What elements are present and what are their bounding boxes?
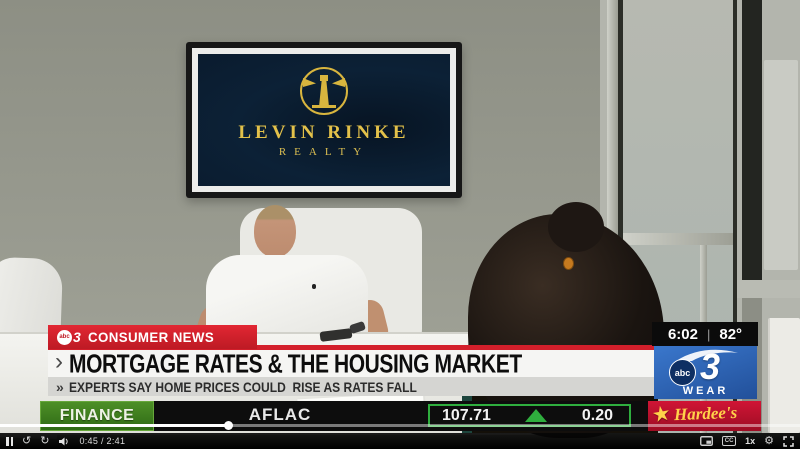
tv-brand-sub: REALTY [278, 146, 370, 158]
tv-mat: LEVIN RINKE REALTY [192, 48, 456, 192]
double-chevron-icon: » [56, 378, 64, 395]
abc-circle-icon: abc [669, 359, 696, 386]
glass-mullion [618, 0, 623, 433]
stock-change: 0.20 [581, 406, 613, 424]
temperature: 82° [719, 325, 743, 343]
speaker-icon [59, 437, 69, 445]
fullscreen-button[interactable] [783, 435, 794, 447]
pause-button[interactable] [6, 436, 13, 446]
interviewer-hair [468, 214, 664, 438]
glass-reflection [764, 60, 798, 270]
door [768, 318, 800, 433]
lighthouse-icon [300, 67, 348, 115]
interviewer-hair-bun [548, 202, 604, 252]
station-call-sign: WEAR [682, 385, 729, 397]
banner-label: CONSUMER NEWS [87, 329, 214, 345]
elapsed-time: 0:45 / 2:41 [79, 436, 126, 446]
glass-mullion [607, 0, 618, 433]
miniplayer-button[interactable] [700, 436, 714, 446]
chevron-icon: › [55, 348, 63, 375]
glass-mullion [623, 233, 737, 245]
subheadline-bar: » EXPERTS SAY HOME PRICES COULD RISE AS … [48, 377, 720, 396]
progress-played [0, 424, 228, 427]
forward-button[interactable]: ↻ [40, 434, 50, 447]
time-temp-box: 6:02 | 82° [652, 322, 758, 346]
earring [563, 257, 574, 270]
abc-logo-icon: abc [57, 329, 72, 345]
captions-button[interactable]: CC [722, 436, 737, 446]
stock-quote-box: 107.71 0.20 [428, 404, 631, 427]
rewind-button[interactable]: ↺ [22, 434, 32, 447]
progress-bar[interactable] [0, 421, 800, 430]
sponsor-hardees: ★ Hardee's [648, 401, 761, 431]
tv-screen: LEVIN RINKE REALTY [198, 54, 450, 186]
tv-brand-name: LEVIN RINKE [238, 122, 410, 143]
consumer-news-banner: abc 3 CONSUMER NEWS [48, 325, 257, 349]
fullscreen-icon [783, 435, 794, 447]
headline-text: MORTGAGE RATES & THE HOUSING MARKET [69, 348, 522, 379]
eagle-swoosh-icon [676, 349, 738, 361]
glass-mullion [733, 0, 737, 433]
window-sill [737, 280, 800, 298]
station-number: 3 [73, 329, 81, 345]
captions-icon: CC [722, 436, 737, 446]
sponsor-name: Hardee's [673, 402, 738, 425]
stock-price: 107.71 [442, 406, 491, 424]
player-controls: ↺ ↻ 0:45 / 2:41 CC 1x ⚙ [0, 433, 800, 449]
lower-third-accent [48, 345, 720, 350]
ticker-symbol: AFLAC [248, 405, 312, 424]
clock-divider: | [706, 326, 711, 342]
volume-button[interactable] [58, 436, 70, 447]
up-arrow-icon [525, 409, 548, 422]
subheadline-text: EXPERTS SAY HOME PRICES COULD RISE AS RA… [68, 378, 417, 395]
settings-button[interactable]: ⚙ [764, 434, 774, 447]
wall-pillar [742, 0, 762, 300]
miniplayer-icon [700, 436, 714, 446]
wall-tv: LEVIN RINKE REALTY [186, 42, 462, 198]
clock-time: 6:02 [667, 325, 698, 343]
headline-bar: › MORTGAGE RATES & THE HOUSING MARKET [48, 350, 720, 377]
interviewee-head [254, 205, 296, 257]
progress-handle[interactable] [223, 421, 233, 430]
station-number-large: 3 [700, 346, 721, 387]
playback-speed-button[interactable]: 1x [745, 435, 756, 446]
abc3-wear-logo: abc 3 WEAR [654, 346, 757, 399]
lapel-mic [312, 284, 316, 289]
